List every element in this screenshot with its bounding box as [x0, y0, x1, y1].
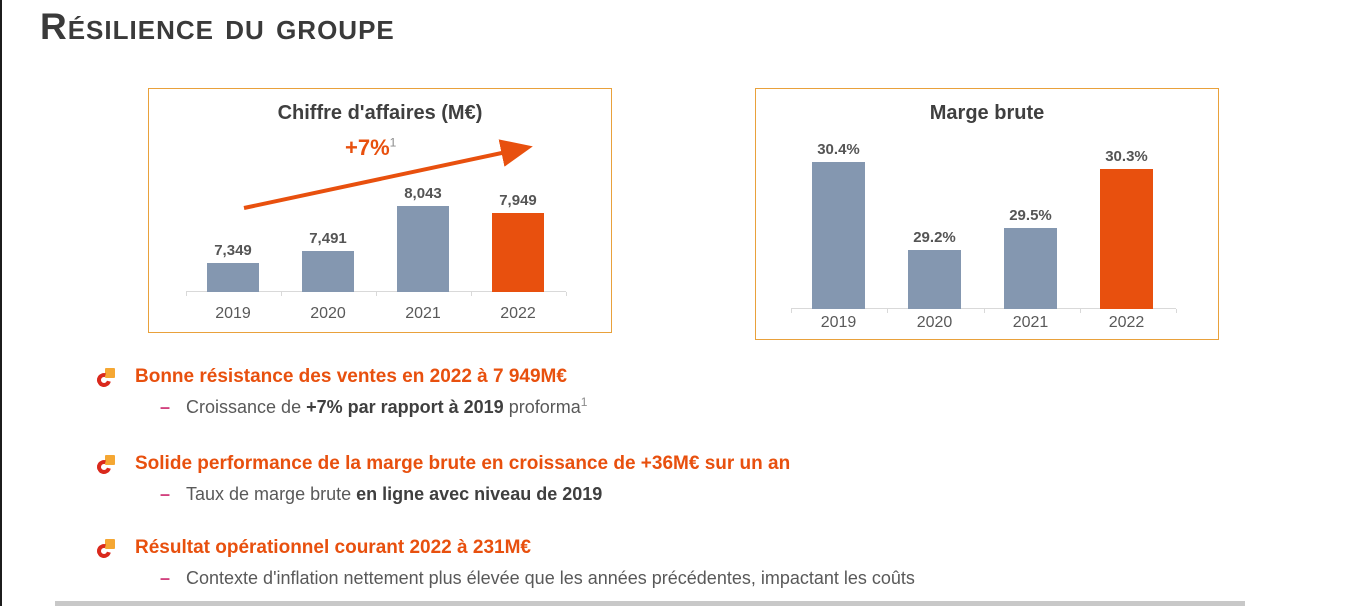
bar-2022 [492, 213, 544, 292]
x-axis-tick [887, 309, 888, 313]
x-axis-tick [566, 292, 567, 296]
value-label-2022: 30.3% [1105, 148, 1148, 165]
x-axis-tick [471, 292, 472, 296]
bar-2022 [1100, 169, 1153, 309]
value-label-2020: 7,491 [309, 230, 347, 247]
swirl-logo-bullet-icon [94, 454, 115, 477]
sub-bullet: – Contexte d'inflation nettement plus él… [97, 568, 1297, 589]
bar-2021 [1004, 228, 1057, 309]
dash-icon: – [160, 484, 171, 504]
sub-text-run: Taux de marge brute [186, 484, 357, 504]
x-axis-tick [1080, 309, 1081, 313]
x-axis-tick [1176, 309, 1177, 313]
value-label-2021: 29.5% [1009, 207, 1052, 224]
sub-bullet-text: Croissance de +7% par rapport à 2019 pro… [186, 395, 588, 418]
axis-label-2022: 2022 [1108, 314, 1145, 331]
value-label-2019: 30.4% [817, 141, 860, 158]
margin-chart-plot: 30.4% 2019 29.2% 2020 29.5% 2021 30.3% 2022 [756, 89, 1218, 339]
bar-2019 [812, 162, 865, 309]
dash-icon: – [160, 397, 171, 417]
bullet-icon-square [105, 538, 115, 549]
bar-2019 [207, 263, 259, 292]
axis-label-2020: 2020 [916, 314, 953, 331]
footnote-marker: 1 [580, 395, 588, 409]
page-title: Résilience du groupe [40, 6, 395, 47]
value-label-2019: 7,349 [214, 242, 252, 259]
bullet-heading: Résultat opérationnel courant 2022 à 231… [135, 537, 531, 558]
trend-annotation-footnote: 1 [389, 135, 397, 150]
bullet-head: Résultat opérationnel courant 2022 à 231… [94, 537, 1297, 561]
bullet-head: Bonne résistance des ventes en 2022 à 7 … [94, 366, 1297, 390]
bullet-icon-square [105, 367, 115, 378]
axis-label-2020: 2020 [310, 305, 346, 322]
bar-2021 [397, 206, 449, 292]
bullet-icon-square [105, 454, 115, 465]
sub-bullet-text: Contexte d'inflation nettement plus élev… [186, 568, 915, 589]
axis-label-2019: 2019 [215, 305, 251, 322]
x-axis-tick [186, 292, 187, 296]
sub-bullet: – Croissance de +7% par rapport à 2019 p… [97, 395, 1297, 418]
sub-text-run-bold: en ligne avec niveau de 2019 [356, 484, 603, 504]
bar-2020 [908, 250, 961, 309]
bullet-item-margin: Solide performance de la marge brute en … [94, 453, 1297, 505]
trend-annotation-label: +7% [345, 135, 390, 160]
bullet-item-operating-result: Résultat opérationnel courant 2022 à 231… [94, 537, 1297, 589]
sub-text-run-bold: +7% par rapport à 2019 [306, 397, 504, 417]
bullet-heading: Solide performance de la marge brute en … [135, 453, 791, 474]
x-axis [186, 291, 566, 292]
margin-chart-title: Marge brute [929, 102, 1045, 124]
axis-label-2021: 2021 [1012, 314, 1049, 331]
sub-bullet-text: Taux de marge brute en ligne avec niveau… [186, 484, 602, 505]
x-axis-tick [791, 309, 792, 313]
slide-bottom-edge [55, 601, 1245, 606]
x-axis-tick [281, 292, 282, 296]
value-label-2020: 29.2% [913, 229, 956, 246]
slide-left-edge [0, 0, 2, 606]
bullet-head: Solide performance de la marge brute en … [94, 453, 1297, 477]
value-label-2022: 7,949 [499, 192, 537, 209]
bar-2020 [302, 251, 354, 292]
sub-text-run: proforma [503, 397, 581, 417]
revenue-chart-plot: 7,349 2019 7,491 2020 8,043 2021 7,949 2022 [149, 89, 611, 332]
swirl-logo-bullet-icon [94, 538, 115, 561]
sub-text-run: Croissance de [186, 397, 307, 417]
revenue-chart-title: Chiffre d'affaires (M€) [277, 102, 483, 124]
bullet-item-sales: Bonne résistance des ventes en 2022 à 7 … [94, 366, 1297, 418]
trend-annotation: +7%1 [345, 135, 396, 161]
x-axis-tick [984, 309, 985, 313]
sub-text-run: Contexte d'inflation nettement plus élev… [186, 568, 915, 588]
swirl-logo-bullet-icon [94, 367, 115, 390]
value-label-2021: 8,043 [404, 185, 442, 202]
dash-icon: – [160, 568, 171, 588]
x-axis [791, 308, 1176, 309]
margin-chart-panel: Marge brute 30.4% 2019 29.2% 2020 29.5% 2021 3… [755, 88, 1219, 340]
revenue-chart-panel: Chiffre d'affaires (M€) 7,349 2019 7,491 20… [148, 88, 612, 333]
axis-label-2019: 2019 [820, 314, 857, 331]
axis-label-2021: 2021 [405, 305, 441, 322]
sub-bullet: – Taux de marge brute en ligne avec nive… [97, 484, 1297, 505]
axis-label-2022: 2022 [500, 305, 536, 322]
bullet-heading: Bonne résistance des ventes en 2022 à 7 … [135, 366, 567, 387]
x-axis-tick [376, 292, 377, 296]
